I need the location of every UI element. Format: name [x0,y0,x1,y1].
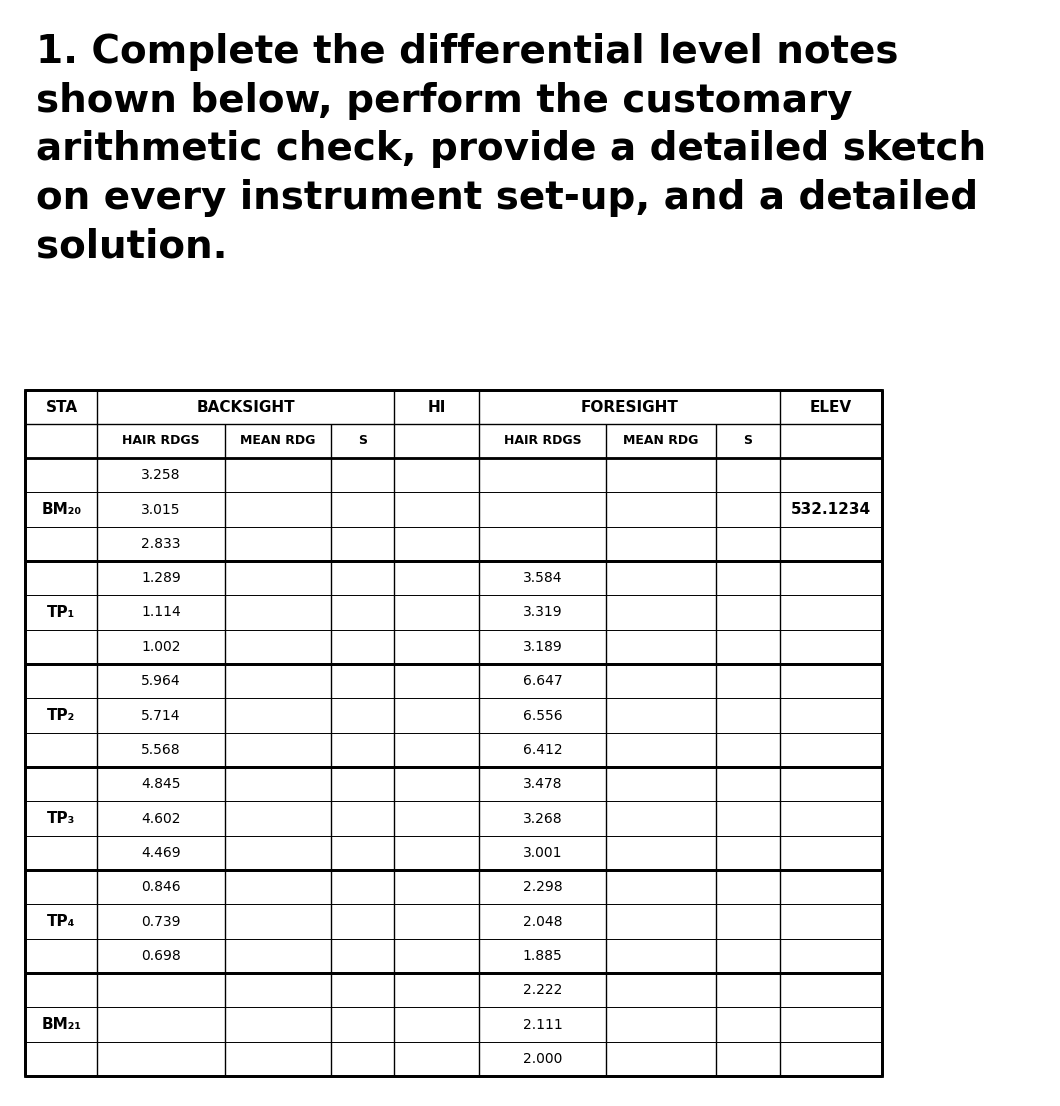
Text: BACKSIGHT: BACKSIGHT [196,399,295,415]
Text: ELEV: ELEV [810,399,852,415]
Text: 1.114: 1.114 [141,605,181,619]
Text: 2.111: 2.111 [523,1018,563,1032]
Text: 3.584: 3.584 [523,571,562,585]
Text: 6.412: 6.412 [523,743,562,757]
Text: 2.000: 2.000 [523,1052,562,1066]
Text: 3.478: 3.478 [523,778,562,791]
Text: STA: STA [46,399,77,415]
Text: 5.964: 5.964 [141,675,181,688]
Text: FORESIGHT: FORESIGHT [581,399,678,415]
Text: BM₂₀: BM₂₀ [41,502,82,517]
Text: 5.714: 5.714 [141,709,181,722]
Text: 1.885: 1.885 [523,949,563,963]
Text: 0.846: 0.846 [141,880,181,894]
Text: 3.001: 3.001 [523,846,562,859]
Text: TP₄: TP₄ [48,914,75,929]
Text: MEAN RDG: MEAN RDG [623,435,699,448]
Text: HI: HI [427,399,446,415]
Text: 3.268: 3.268 [523,812,562,825]
Text: TP₁: TP₁ [48,605,75,620]
Text: BM₂₁: BM₂₁ [41,1018,82,1032]
Text: 2.833: 2.833 [141,536,181,551]
Text: 5.568: 5.568 [141,743,181,757]
Text: 4.469: 4.469 [141,846,181,859]
Text: 3.189: 3.189 [523,640,563,654]
Text: 0.698: 0.698 [141,949,181,963]
Text: 6.647: 6.647 [523,675,562,688]
Text: 2.298: 2.298 [523,880,562,894]
Text: 1.002: 1.002 [141,640,181,654]
Text: TP₂: TP₂ [48,708,75,723]
Text: 3.258: 3.258 [141,468,181,482]
Text: S: S [358,435,367,448]
Text: 4.602: 4.602 [141,812,181,825]
Text: 1.289: 1.289 [141,571,181,585]
Text: HAIR RDGS: HAIR RDGS [122,435,200,448]
Text: HAIR RDGS: HAIR RDGS [504,435,581,448]
Text: 3.319: 3.319 [523,605,562,619]
Text: 532.1234: 532.1234 [791,502,870,517]
Text: 3.015: 3.015 [141,502,181,517]
Text: MEAN RDG: MEAN RDG [240,435,315,448]
Text: 4.845: 4.845 [141,778,181,791]
Text: TP₃: TP₃ [48,811,75,826]
Text: 6.556: 6.556 [523,709,562,722]
Text: 1. Complete the differential level notes
shown below, perform the customary
arit: 1. Complete the differential level notes… [36,33,986,265]
Text: 2.048: 2.048 [523,915,562,929]
Text: 2.222: 2.222 [523,983,562,998]
Text: S: S [743,435,753,448]
Text: 0.739: 0.739 [141,915,181,929]
